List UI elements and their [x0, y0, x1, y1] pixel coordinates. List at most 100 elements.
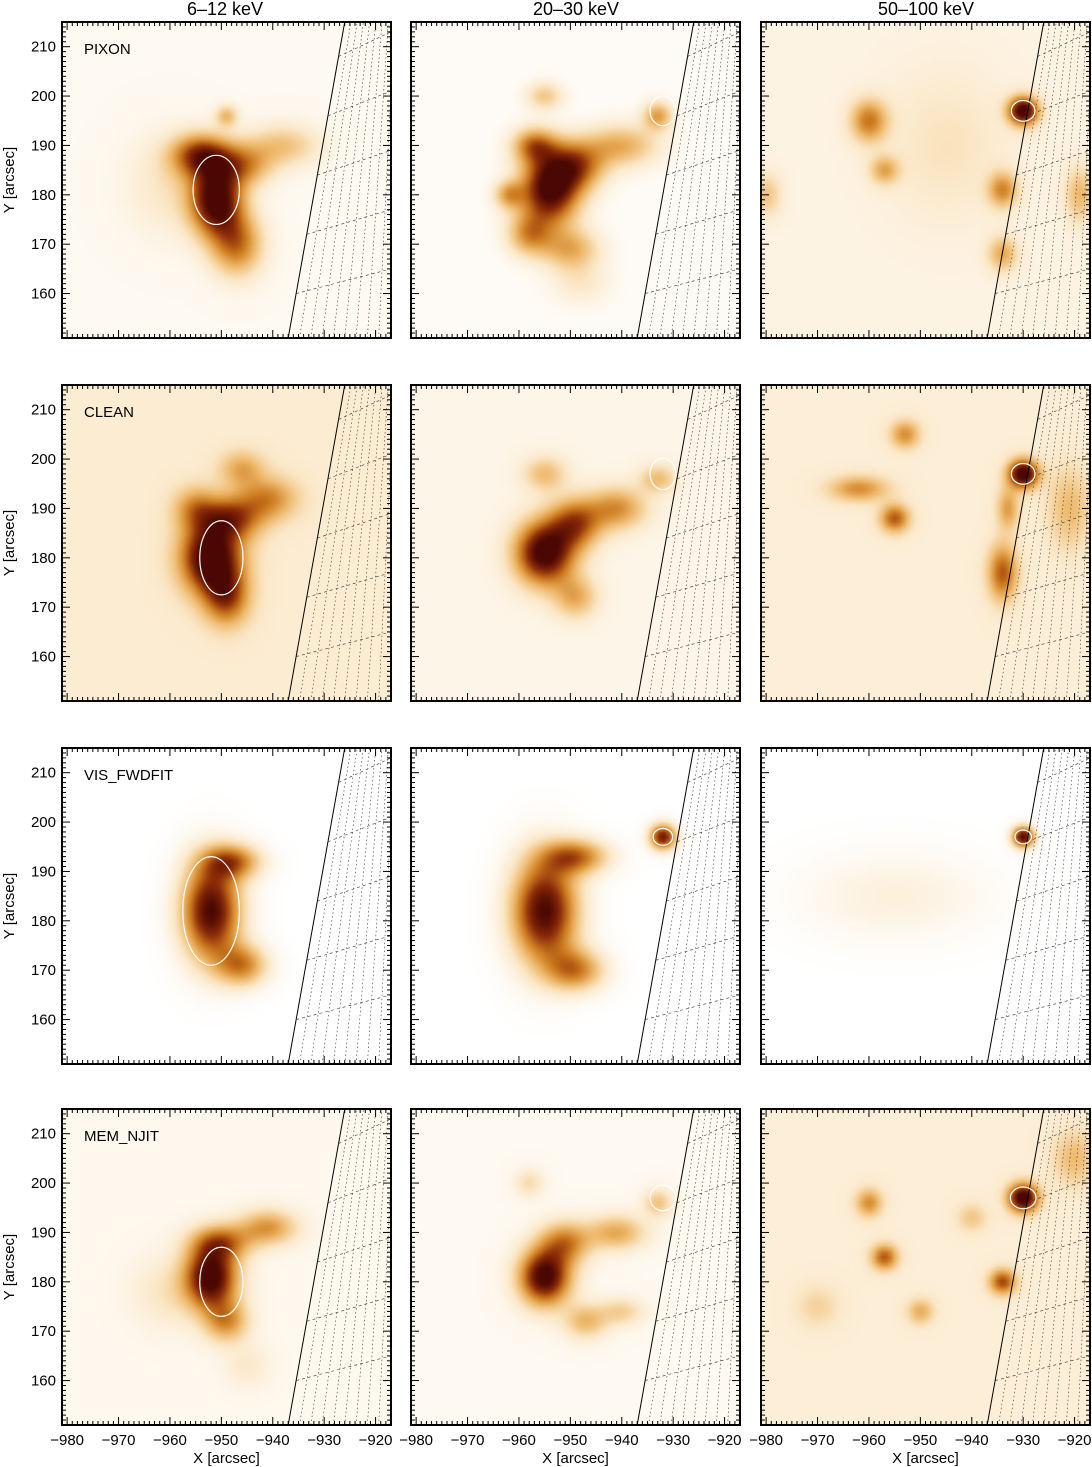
grid-parallel: [327, 1177, 391, 1204]
y-tick-label: 160: [31, 649, 56, 666]
x-axis-label: X [arcsec]: [892, 1450, 959, 1467]
grid-meridian: [299, 748, 352, 1064]
x-tick-label: −960: [502, 1432, 536, 1449]
panel-r0-c1: [410, 21, 741, 339]
x-tick-label: −960: [852, 1432, 886, 1449]
limb-line: [986, 1109, 1045, 1425]
heatmap-image: [761, 1109, 1090, 1425]
y-tick-label: 210: [31, 402, 56, 419]
contour: [199, 1246, 244, 1317]
heatmap-image: [62, 22, 391, 338]
grid-meridian: [693, 1109, 726, 1425]
x-tick-label: −950: [903, 1432, 937, 1449]
grid-meridian: [1066, 1109, 1088, 1425]
limb-line: [287, 22, 346, 338]
y-tick-label: 200: [31, 88, 56, 105]
grid-meridian: [321, 748, 364, 1064]
grid-meridian: [299, 385, 352, 701]
grid-meridian: [344, 1109, 377, 1425]
x-tick-label: −920: [359, 1432, 393, 1449]
grid-parallel: [676, 90, 740, 117]
grid-parallel: [327, 816, 391, 843]
grid-parallel: [1026, 90, 1090, 117]
heatmap-image: [761, 385, 1090, 701]
y-tick-label: 210: [31, 39, 56, 56]
y-tick-label: 170: [31, 236, 56, 253]
grid-meridian: [670, 385, 713, 701]
grid-meridian: [727, 1172, 740, 1425]
grid-parallel: [645, 631, 740, 657]
method-label: VIS_FWDFIT: [84, 767, 173, 784]
limb-line: [636, 22, 695, 338]
y-tick-label: 180: [31, 1274, 56, 1291]
x-tick-label: −950: [553, 1432, 587, 1449]
grid-meridian: [344, 22, 377, 338]
grid-parallel: [995, 631, 1090, 657]
contour: [1009, 1186, 1037, 1210]
grid-meridian: [704, 22, 732, 338]
grid-meridian: [367, 748, 389, 1064]
grid-meridian: [378, 448, 391, 701]
grid-meridian: [355, 1109, 383, 1425]
grid-parallel: [338, 31, 391, 57]
grid-parallel: [1005, 572, 1090, 598]
x-tick-label: −980: [749, 1432, 783, 1449]
grid-meridian: [1066, 22, 1088, 338]
grid-meridian: [1077, 448, 1090, 701]
grid-meridian: [1054, 385, 1082, 701]
y-axis-label: Y [arcsec]: [1, 147, 18, 213]
grid-meridian: [659, 748, 707, 1064]
grid-parallel: [995, 268, 1090, 294]
grid-parallel: [338, 757, 391, 783]
x-tick-label: −970: [801, 1432, 835, 1449]
y-axis-label: Y [arcsec]: [1, 510, 18, 576]
column-title-1: 20–30 keV: [533, 0, 619, 19]
grid-parallel: [666, 150, 740, 176]
grid-meridian: [367, 22, 389, 338]
panel-r2-c1: [410, 747, 741, 1065]
grid-meridian: [333, 1109, 370, 1425]
grid-parallel: [327, 90, 391, 117]
grid-parallel: [1037, 757, 1090, 783]
grid-meridian: [1032, 22, 1069, 338]
contour: [1010, 99, 1036, 122]
grid-meridian: [1054, 22, 1082, 338]
grid-meridian: [716, 385, 738, 701]
grid-meridian: [378, 85, 391, 338]
heatmap-image: [411, 748, 740, 1064]
grid-meridian: [648, 748, 701, 1064]
y-tick-label: 190: [31, 863, 56, 880]
panel-r3-c1: [410, 1108, 741, 1426]
grid-meridian: [670, 22, 713, 338]
grid-meridian: [310, 22, 358, 338]
grid-meridian: [299, 1109, 352, 1425]
grid-meridian: [670, 748, 713, 1064]
grid-meridian: [648, 385, 701, 701]
y-tick-label: 160: [31, 1373, 56, 1390]
limb-line: [636, 385, 695, 701]
grid-parallel: [317, 876, 391, 902]
grid-meridian: [659, 22, 707, 338]
panel-r0-c0: [61, 21, 392, 339]
grid-meridian: [1066, 748, 1088, 1064]
grid-parallel: [306, 935, 391, 961]
grid-parallel: [687, 1118, 740, 1144]
y-axis-label: Y [arcsec]: [1, 1234, 18, 1300]
y-tick-label: 200: [31, 1175, 56, 1192]
grid-meridian: [727, 85, 740, 338]
grid-meridian: [670, 1109, 713, 1425]
grid-meridian: [1077, 811, 1090, 1064]
grid-meridian: [1077, 1172, 1090, 1425]
grid-meridian: [333, 22, 370, 338]
grid-parallel: [338, 394, 391, 420]
grid-parallel: [296, 994, 391, 1020]
method-label: PIXON: [84, 41, 131, 58]
grid-parallel: [306, 572, 391, 598]
x-tick-label: −960: [153, 1432, 187, 1449]
grid-meridian: [1009, 385, 1057, 701]
y-tick-label: 170: [31, 1323, 56, 1340]
grid-meridian: [648, 22, 701, 338]
contour: [1014, 829, 1032, 845]
grid-parallel: [676, 1177, 740, 1204]
limb-line: [986, 22, 1045, 338]
